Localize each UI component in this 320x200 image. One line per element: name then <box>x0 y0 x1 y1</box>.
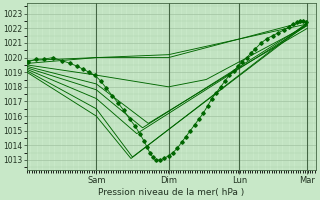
X-axis label: Pression niveau de la mer( hPa ): Pression niveau de la mer( hPa ) <box>98 188 244 197</box>
